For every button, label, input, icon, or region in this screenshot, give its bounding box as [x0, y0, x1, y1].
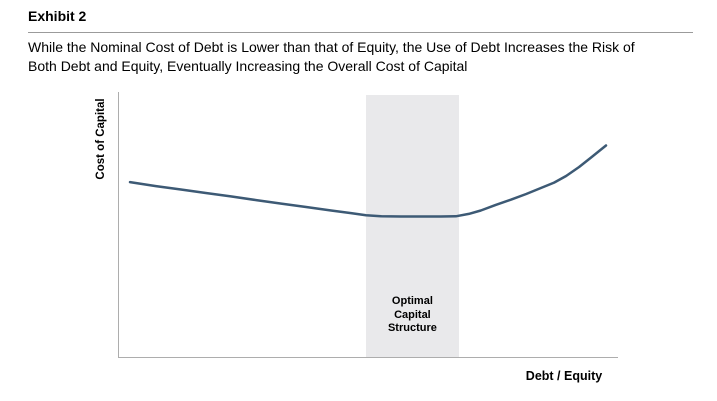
exhibit-subtitle: While the Nominal Cost of Debt is Lower … — [28, 38, 700, 76]
x-axis-label: Debt / Equity — [525, 369, 603, 383]
y-axis-label: Cost of Capital — [95, 98, 107, 180]
band-label-line-3: Structure — [387, 322, 437, 334]
exhibit-title: Exhibit 2 — [28, 8, 87, 24]
cost-curve-svg — [128, 144, 608, 218]
band-label-line-1: Optimal — [391, 295, 433, 307]
subtitle-line-2: Both Debt and Equity, Eventually Increas… — [28, 58, 468, 74]
plot-area: Optimal Capital Structure — [118, 92, 618, 358]
optimal-band — [366, 95, 459, 357]
band-label-line-2: Capital — [394, 308, 431, 321]
optimal-band-label: Optimal Capital Structure — [366, 295, 459, 336]
subtitle-line-1: While the Nominal Cost of Debt is Lower … — [28, 39, 635, 55]
title-divider — [28, 32, 693, 33]
